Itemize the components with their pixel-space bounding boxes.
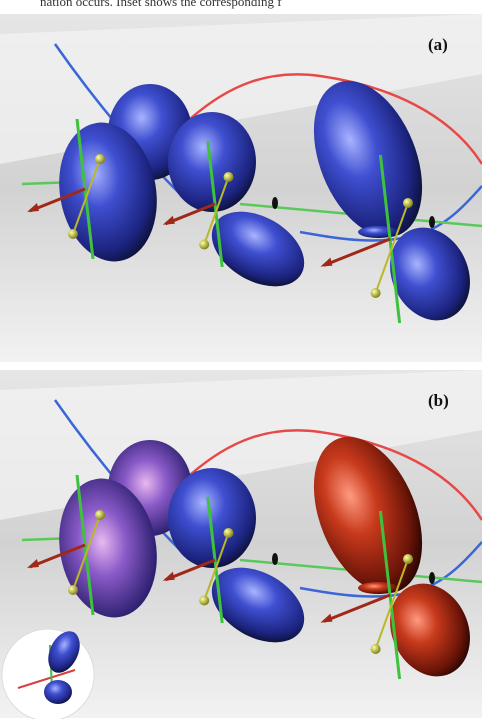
caption-fragment: nation occurs. Inset shows the correspon… xyxy=(40,0,282,9)
panel-label: (a) xyxy=(428,35,448,54)
marker xyxy=(272,197,278,209)
axis-ball xyxy=(371,644,381,654)
panel-label: (b) xyxy=(428,391,449,410)
inset-lobe xyxy=(44,680,72,704)
axis-ball xyxy=(224,172,234,182)
glyph-ring xyxy=(358,582,398,594)
axis-ball xyxy=(68,229,78,239)
axis-ball xyxy=(403,198,413,208)
axis-ball xyxy=(68,585,78,595)
panel-a: (a) xyxy=(0,14,482,362)
panel-b: (b) xyxy=(0,370,482,719)
marker xyxy=(429,216,435,228)
marker xyxy=(272,553,278,565)
glyph-lobe xyxy=(168,468,256,568)
marker xyxy=(429,572,435,584)
figure: nation occurs. Inset shows the correspon… xyxy=(0,0,482,719)
glyph-lobe xyxy=(168,112,256,212)
axis-ball xyxy=(95,154,105,164)
axis-ball xyxy=(95,510,105,520)
glyph-ring xyxy=(358,226,398,238)
inset xyxy=(2,629,94,719)
axis-ball xyxy=(199,240,209,250)
axis-ball xyxy=(403,554,413,564)
axis-ball xyxy=(224,528,234,538)
axis-ball xyxy=(199,596,209,606)
axis-ball xyxy=(371,288,381,298)
